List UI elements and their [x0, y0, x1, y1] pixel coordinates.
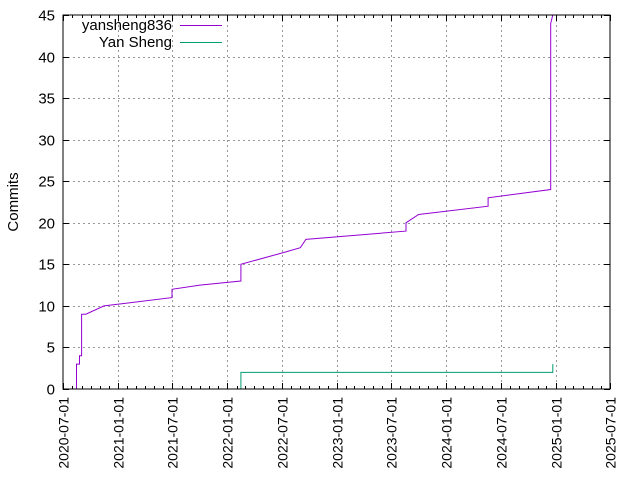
y-tick-label: 20: [38, 216, 55, 233]
y-tick-label: 25: [38, 174, 55, 191]
legend-label: Yan Sheng: [99, 34, 172, 51]
x-tick-label: 2022-01-01: [220, 397, 236, 469]
plot-frame: [62, 14, 611, 390]
y-axis-label: Commits: [5, 172, 22, 231]
y-tick-label: 10: [38, 299, 55, 316]
x-tick-label: 2023-07-01: [384, 397, 400, 469]
y-tick-label: 5: [47, 340, 55, 357]
series-lines: [76, 14, 554, 389]
x-tick-label: 2021-01-01: [111, 397, 127, 469]
x-axis-ticks: 2020-07-01 2021-01-01 2021-07-01 2022-01-01…: [56, 15, 619, 469]
x-tick-label: 2025-07-01: [603, 397, 619, 469]
y-tick-label: 30: [38, 133, 55, 150]
y-axis-ticks: 0 5 10 15 20 25 30 35 40 45: [38, 8, 610, 399]
x-tick-label: 2022-07-01: [275, 397, 291, 469]
y-tick-label: 45: [38, 8, 55, 25]
x-tick-label: 2021-07-01: [165, 397, 181, 469]
x-tick-label: 2023-01-01: [330, 397, 346, 469]
x-tick-label: 2025-01-01: [549, 397, 565, 469]
y-tick-label: 35: [38, 91, 55, 108]
x-tick-label: 2024-07-01: [494, 397, 510, 469]
series-line-yansheng836: [76, 14, 554, 389]
legend-label: yansheng836: [82, 17, 172, 34]
y-tick-label: 15: [38, 257, 55, 274]
series-line-yan-sheng: [240, 364, 554, 389]
y-tick-label: 0: [47, 382, 55, 399]
grid: [63, 15, 610, 389]
x-tick-label: 2020-07-01: [56, 397, 72, 469]
x-tick-label: 2024-01-01: [439, 397, 455, 469]
y-tick-label: 40: [38, 50, 55, 67]
